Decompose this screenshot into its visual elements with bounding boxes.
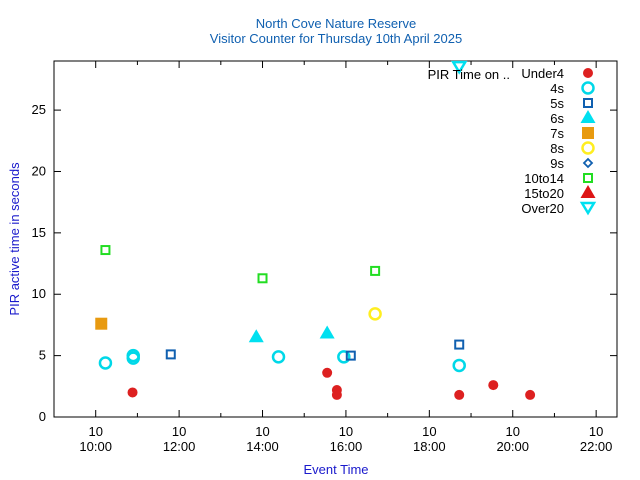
legend-label: 8s — [550, 141, 564, 156]
legend-label: 9s — [550, 156, 564, 171]
legend-label: 5s — [550, 96, 564, 111]
data-point-under4 — [127, 387, 138, 398]
data-point-4s — [98, 356, 113, 370]
legend-marker-5s — [583, 98, 593, 108]
legend-label: 15to20 — [524, 186, 564, 201]
x-tick-label-upper: 10 — [88, 424, 102, 439]
data-point-5s — [165, 349, 176, 360]
y-axis-label: PIR active time in seconds — [7, 162, 22, 316]
data-point-4s — [337, 350, 351, 364]
legend-marker-over20 — [579, 201, 597, 216]
x-axis-label: Event Time — [303, 462, 368, 477]
legend-marker-15to20 — [580, 185, 596, 198]
x-tick-label-upper: 10 — [422, 424, 436, 439]
data-point-under4 — [322, 367, 333, 378]
legend-marker-9s — [582, 157, 594, 169]
data-point-over20 — [451, 60, 468, 75]
data-point-8s — [368, 307, 382, 321]
legend-marker-under4 — [583, 68, 593, 78]
chart-title: North Cove Nature Reserve — [256, 16, 416, 31]
y-tick-label: 5 — [39, 348, 46, 363]
x-tick-label-upper: 10 — [172, 424, 186, 439]
x-tick-label-upper: 10 — [255, 424, 269, 439]
x-tick-label: 14:00 — [246, 439, 279, 454]
legend-label: 6s — [550, 111, 564, 126]
x-tick-label: 16:00 — [330, 439, 363, 454]
x-tick-label-upper: 10 — [339, 424, 353, 439]
legend-label: 4s — [550, 81, 564, 96]
legend-marker-10to14 — [583, 173, 593, 183]
x-tick-label: 18:00 — [413, 439, 446, 454]
x-tick-label-upper: 10 — [506, 424, 520, 439]
legend: PIR Time on .. Under44s5s6s7s8s9s10to141… — [428, 66, 597, 216]
plot-area-frame — [53, 60, 618, 418]
data-point-6s — [319, 325, 335, 339]
data-points — [95, 60, 536, 400]
y-tick-label: 0 — [39, 409, 46, 424]
y-tick-label: 25 — [32, 102, 46, 117]
legend-label: 10to14 — [524, 171, 564, 186]
y-tick-label: 15 — [32, 225, 46, 240]
data-point-10to14 — [257, 273, 268, 284]
data-point-under4 — [488, 380, 499, 391]
legend-marker-6s — [580, 110, 596, 123]
y-tick-label: 20 — [32, 163, 46, 178]
y-axis-ticks: 0 5 10 15 20 25 — [32, 102, 617, 424]
legend-marker-4s — [581, 81, 595, 95]
x-axis-ticks: 1010:001012:001014:001016:001018:001020:… — [79, 61, 612, 454]
x-tick-label-upper: 10 — [589, 424, 603, 439]
legend-marker-8s — [581, 141, 595, 155]
data-point-7s — [95, 317, 108, 330]
x-tick-label: 20:00 — [496, 439, 529, 454]
data-point-4s — [452, 358, 466, 373]
x-tick-label: 22:00 — [580, 439, 613, 454]
data-point-5s — [454, 339, 465, 350]
data-point-4s — [126, 348, 140, 363]
chart-subtitle: Visitor Counter for Thursday 10th April … — [210, 31, 462, 46]
legend-title: PIR Time on .. — [428, 67, 510, 82]
data-point-4s — [271, 350, 286, 364]
data-point-5s — [345, 350, 356, 361]
x-tick-label: 12:00 — [163, 439, 196, 454]
legend-label: Over20 — [521, 201, 564, 216]
data-point-10to14 — [370, 265, 381, 276]
legend-label: 7s — [550, 126, 564, 141]
legend-label: Under4 — [521, 66, 564, 81]
data-point-under4 — [525, 389, 536, 400]
data-point-under4 — [454, 389, 465, 400]
data-point-6s — [248, 329, 264, 343]
x-tick-label: 10:00 — [79, 439, 112, 454]
y-tick-label: 10 — [32, 286, 46, 301]
legend-marker-7s — [582, 127, 594, 139]
data-point-under4 — [331, 389, 342, 400]
data-point-10to14 — [100, 245, 111, 256]
